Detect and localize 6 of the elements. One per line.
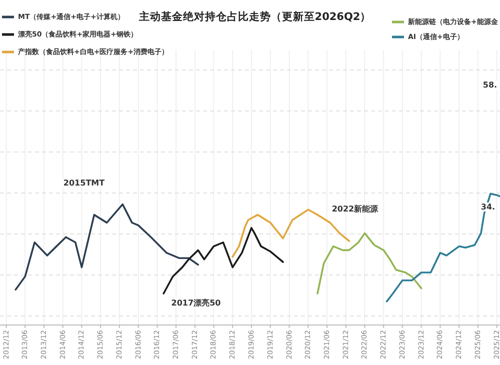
text: 2015TMT	[63, 178, 106, 188]
annotation: 2017漂亮50	[171, 298, 222, 308]
text: 58.	[482, 80, 498, 90]
chart-title: 主动基金绝对持仓占比走势（更新至2026Q2）	[138, 10, 372, 23]
annotation: 34.	[480, 202, 496, 212]
annotation: 2022新能源	[332, 204, 380, 214]
